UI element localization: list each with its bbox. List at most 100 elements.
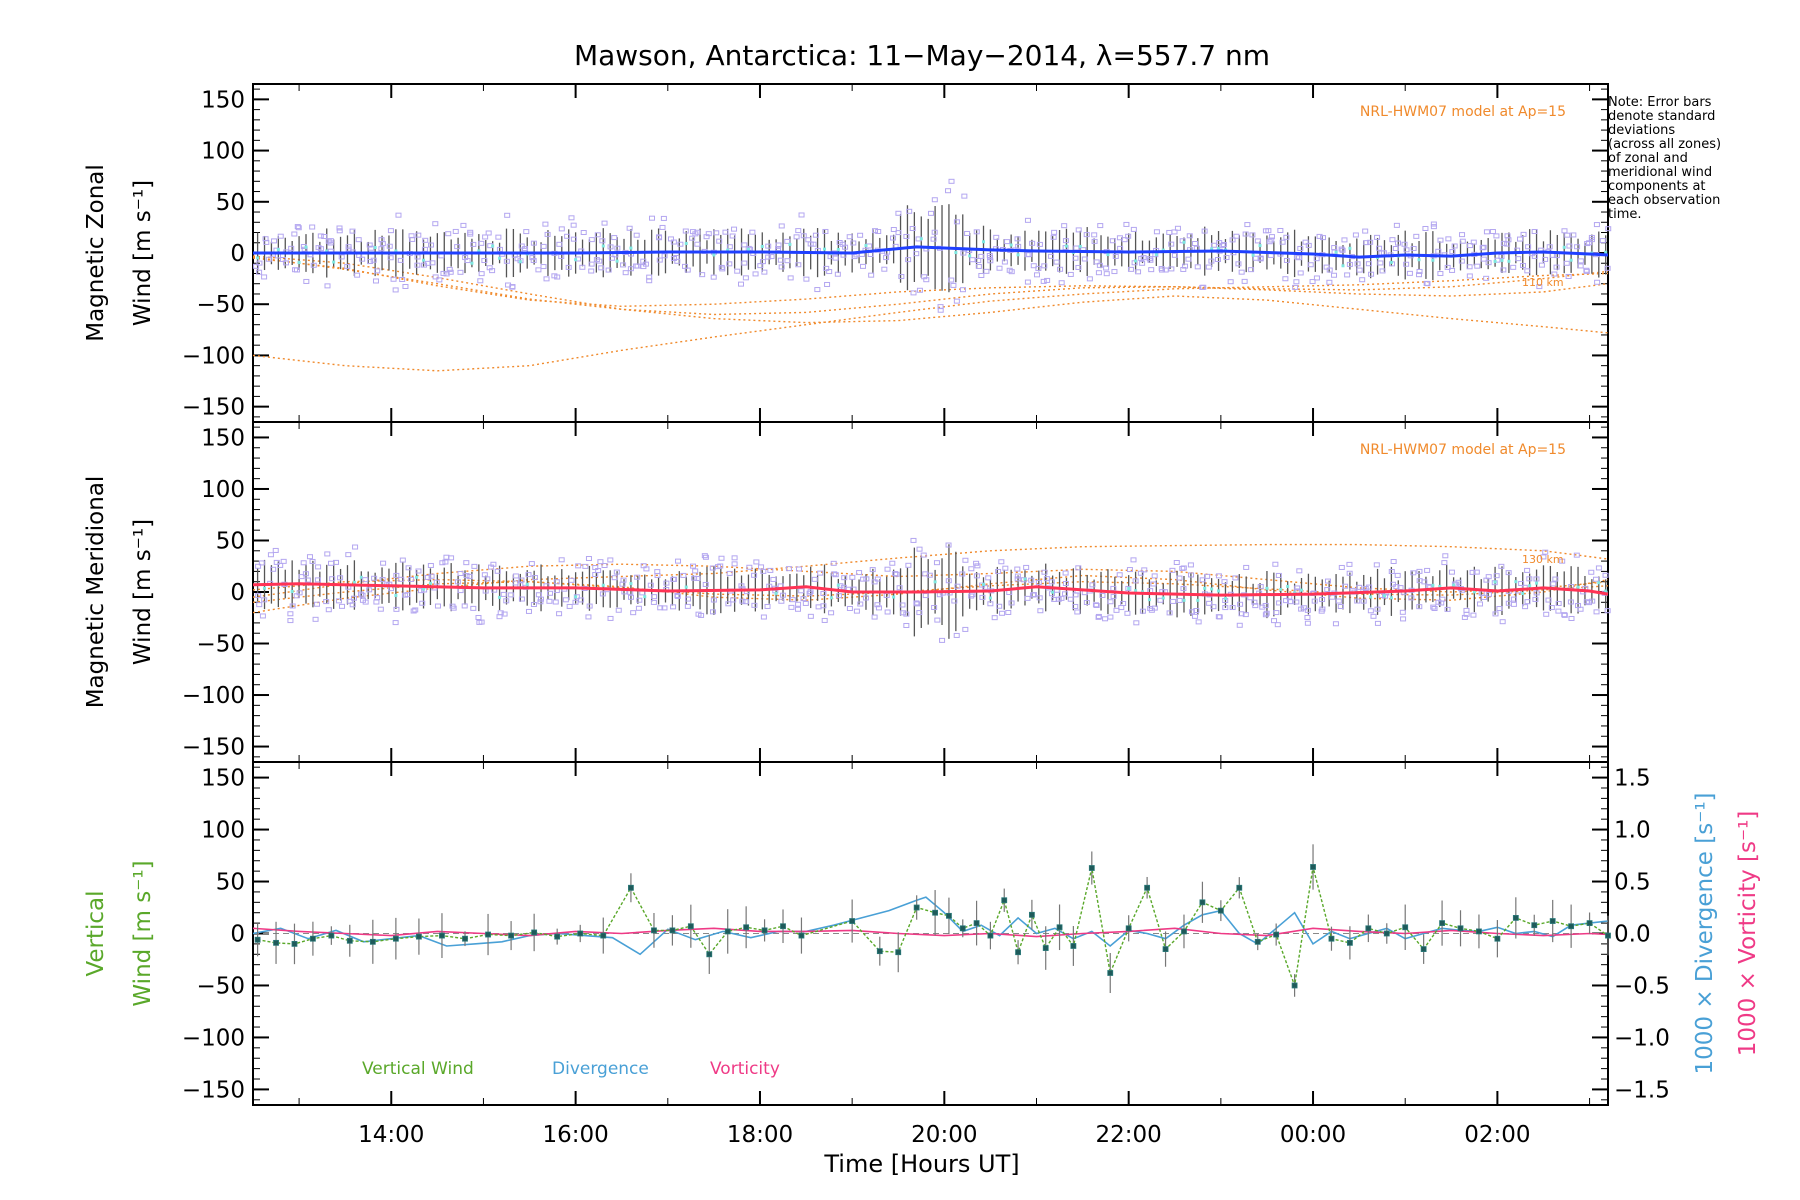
vertical-wind-point: [724, 928, 731, 935]
zone-box: [568, 215, 575, 221]
zone-box: [1555, 608, 1562, 614]
zone-box: [1545, 597, 1552, 603]
zone-box: [841, 575, 848, 581]
zone-dot: [1597, 581, 1601, 585]
zone-box: [1441, 560, 1448, 566]
zone-box: [670, 604, 677, 610]
zone-box: [710, 274, 717, 280]
zone-box: [1296, 255, 1303, 261]
zone-box: [324, 283, 331, 289]
zone-box: [432, 221, 439, 227]
zone-dot: [470, 261, 474, 265]
vertical-wind-point: [1439, 920, 1445, 927]
x-tick-label: 14:00: [358, 1122, 424, 1148]
zone-box: [478, 240, 485, 246]
zone-box: [599, 591, 606, 597]
zone-box: [759, 259, 766, 265]
zone-box: [607, 557, 614, 563]
zone-box: [1030, 263, 1037, 269]
zone-dot: [601, 583, 605, 587]
zone-box: [544, 231, 551, 237]
zone-box: [1430, 221, 1437, 227]
zone-box: [1313, 275, 1320, 281]
zone-box: [730, 597, 737, 603]
zone-box: [998, 559, 1005, 565]
zone-box: [530, 257, 537, 263]
zone-box: [1200, 284, 1207, 290]
zone-box: [328, 560, 335, 566]
zone-box: [598, 265, 605, 271]
zone-box: [261, 274, 268, 280]
zone-box: [1214, 256, 1221, 262]
zone-box: [439, 560, 446, 566]
zone-box: [1073, 245, 1080, 251]
zone-box: [1283, 257, 1290, 263]
zone-box: [640, 264, 647, 270]
zone-box: [1210, 604, 1217, 610]
vertical-wind-point: [987, 932, 994, 939]
zone-box: [586, 603, 593, 609]
zone-box: [390, 276, 397, 282]
y-tick-label: −100: [182, 343, 245, 369]
zone-box: [1561, 612, 1568, 618]
zone-box: [1235, 261, 1242, 267]
zone-box: [646, 274, 653, 280]
zone-box: [463, 573, 470, 579]
zone-box: [1097, 223, 1104, 229]
zone-box: [680, 572, 687, 578]
vertical-wind-point: [508, 932, 514, 939]
zone-box: [670, 576, 677, 582]
y2-tick-label: 1.5: [1614, 766, 1651, 792]
zone-dot: [933, 580, 937, 584]
zone-box: [333, 559, 340, 565]
zone-box: [273, 559, 280, 565]
zone-box: [1438, 600, 1445, 606]
zone-box: [1092, 602, 1099, 608]
zone-box: [862, 595, 869, 601]
zone-box: [327, 238, 334, 244]
zone-box: [1593, 222, 1600, 228]
zone-box: [927, 210, 934, 216]
zone-box: [960, 250, 967, 256]
vertical-wind-point: [1015, 949, 1021, 956]
zone-box: [1002, 565, 1009, 571]
zone-box: [580, 230, 587, 236]
zone-box: [661, 253, 668, 259]
zone-box: [608, 255, 615, 261]
zone-box: [884, 566, 891, 572]
zone-box: [1150, 581, 1157, 587]
zone-box: [905, 562, 912, 568]
zone-box: [488, 564, 495, 570]
zone-box: [1307, 262, 1314, 268]
zone-box: [893, 571, 900, 577]
zone-box: [1595, 565, 1602, 571]
zone-box: [1193, 245, 1200, 251]
model-altitude-label: 130 km: [1522, 553, 1564, 566]
zone-box: [860, 263, 867, 269]
vertical-wind-point: [1383, 930, 1390, 937]
zone-box: [615, 607, 622, 613]
zone-box: [588, 268, 595, 274]
zone-box: [1470, 612, 1477, 618]
zone-box: [1279, 239, 1286, 245]
zone-box: [1320, 235, 1327, 241]
zone-box: [259, 613, 266, 619]
zone-box: [1135, 269, 1142, 275]
zone-box: [1360, 598, 1367, 604]
zonal-panel: −150 −100 −50 0 50 100 150 Magnetic Zonal Wind […: [83, 83, 1612, 423]
zone-box: [627, 266, 634, 272]
zone-box: [1075, 565, 1082, 571]
zone-box: [1292, 284, 1299, 290]
zone-box: [518, 577, 525, 583]
zone-box: [300, 560, 307, 566]
zone-box: [1568, 615, 1575, 621]
zone-box: [1394, 240, 1401, 246]
zone-box: [1276, 600, 1283, 606]
zone-box: [1553, 264, 1560, 270]
zone-box: [953, 632, 960, 638]
zone-box: [1110, 593, 1117, 599]
zone-box: [1338, 246, 1345, 252]
zone-box: [1179, 565, 1186, 571]
zone-box: [968, 593, 975, 599]
zone-box: [288, 245, 295, 251]
